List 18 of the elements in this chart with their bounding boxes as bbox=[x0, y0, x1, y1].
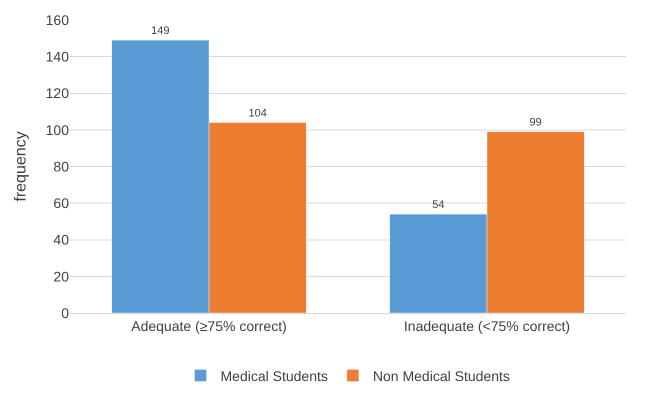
y-tick-label: 60 bbox=[53, 195, 70, 212]
y-tick-label: 0 bbox=[61, 304, 70, 321]
legend-label: Non Medical Students bbox=[372, 368, 510, 384]
y-tick-label: 80 bbox=[53, 158, 70, 174]
y-tick-label: 40 bbox=[53, 232, 70, 248]
data-label: 99 bbox=[530, 116, 542, 129]
y-axis-title: frequency bbox=[12, 131, 30, 202]
x-tick-label: Inadequate (<75% correct) bbox=[404, 318, 570, 334]
legend-label: Medical Students bbox=[220, 368, 328, 384]
x-tick-label: Adequate (≥75% correct) bbox=[131, 318, 287, 334]
data-label: 149 bbox=[151, 25, 170, 38]
y-tick-label: 120 bbox=[46, 85, 70, 102]
y-tick-label: 20 bbox=[53, 268, 70, 284]
data-label: 104 bbox=[248, 108, 267, 120]
y-tick-label: 100 bbox=[46, 122, 70, 138]
y-tick-label: 160 bbox=[46, 12, 70, 28]
data-label: 54 bbox=[432, 199, 444, 212]
y-tick-label: 140 bbox=[46, 48, 70, 65]
